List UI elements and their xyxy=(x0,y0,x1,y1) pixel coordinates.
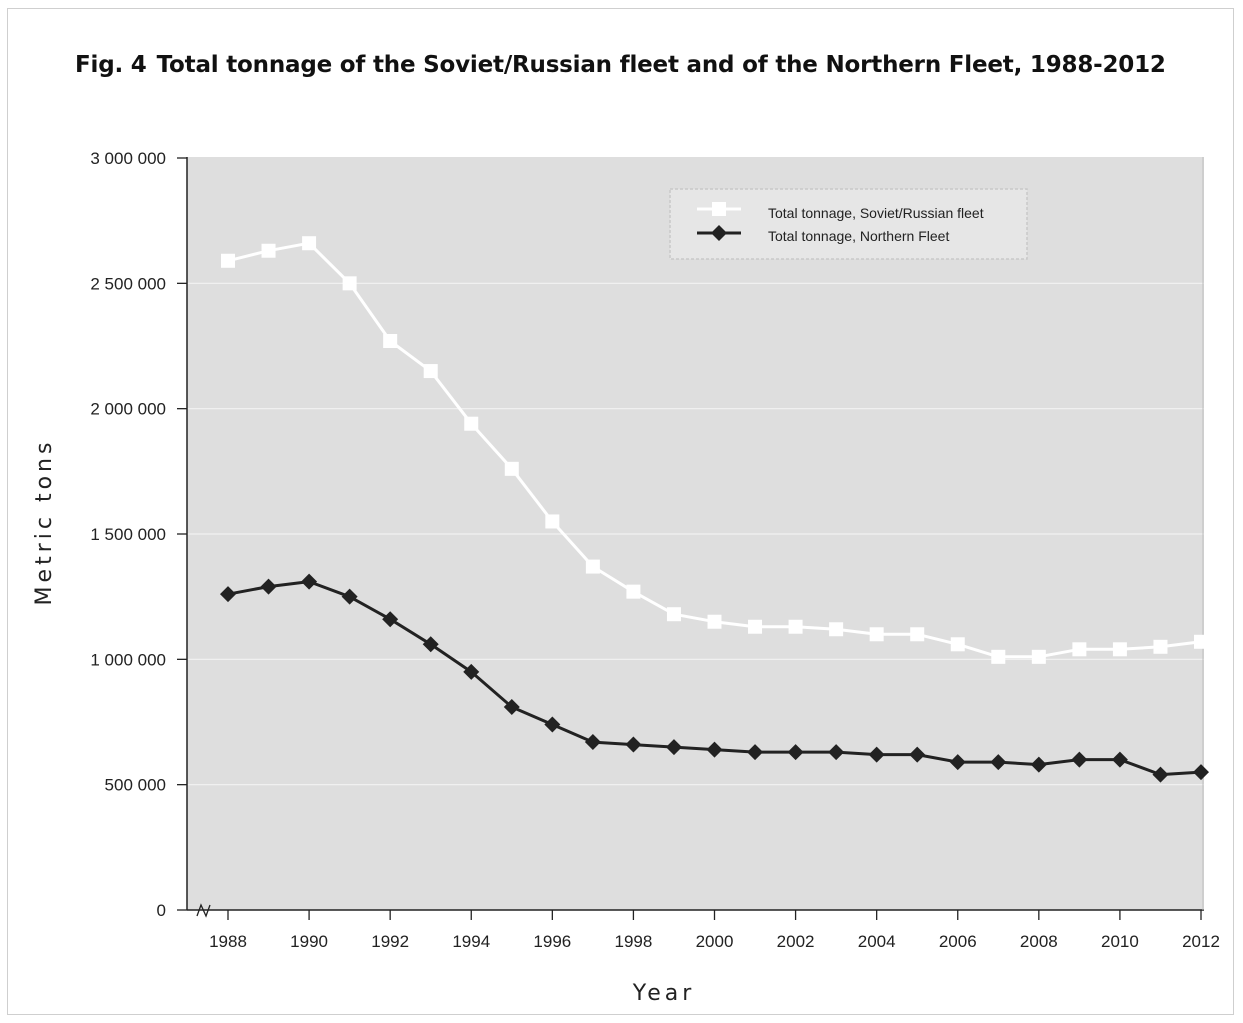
y-tick-label: 2 000 000 xyxy=(90,400,166,419)
x-tick-label: 2004 xyxy=(858,932,896,951)
northern-fleet-point xyxy=(868,746,885,763)
soviet-fleet-point xyxy=(504,461,519,476)
soviet-fleet-point xyxy=(748,619,763,634)
soviet-fleet-point xyxy=(302,236,317,251)
soviet-fleet-point xyxy=(626,584,641,599)
northern-fleet-point xyxy=(301,573,318,590)
northern-fleet-point xyxy=(1071,751,1088,768)
soviet-fleet-point xyxy=(869,627,884,642)
soviet-fleet-point xyxy=(545,514,560,529)
soviet-fleet-point xyxy=(1072,642,1087,657)
x-tick-label: 2000 xyxy=(696,932,734,951)
x-tick-label: 1990 xyxy=(290,932,328,951)
soviet-fleet-point xyxy=(221,253,235,268)
soviet-fleet-point xyxy=(910,627,925,642)
series-group xyxy=(220,236,1209,783)
northern-fleet-point xyxy=(1111,751,1128,768)
soviet-fleet-point xyxy=(1194,634,1208,649)
northern-fleet-point xyxy=(503,698,520,715)
northern-fleet-point xyxy=(382,611,399,628)
soviet-fleet-point xyxy=(383,333,398,348)
x-tick-label: 2012 xyxy=(1182,932,1220,951)
y-tick-label: 2 500 000 xyxy=(90,274,166,293)
soviet-fleet-point xyxy=(829,622,844,637)
x-tick-label: 2006 xyxy=(939,932,977,951)
northern-fleet-point xyxy=(828,744,845,761)
soviet-fleet-point xyxy=(950,637,965,652)
chart-title-text: Total tonnage of the Soviet/Russian flee… xyxy=(156,52,1166,78)
northern-fleet-point xyxy=(422,636,439,653)
northern-fleet-point xyxy=(747,744,764,761)
x-tick-label: 1994 xyxy=(452,932,490,951)
soviet-fleet-point xyxy=(585,559,600,574)
northern-fleet-point xyxy=(220,586,236,603)
legend-northern-label: Total tonnage, Northern Fleet xyxy=(768,228,949,244)
y-tick-labels: 0 500 000 1 000 000 1 500 000 2 000 000 2 500… xyxy=(90,149,166,920)
x-tick-labels: 1988 1990 1992 1994 1996 1998 2000 2002 2004 2006… xyxy=(209,932,1220,951)
northern-fleet-point xyxy=(949,754,966,771)
x-tick-label: 2002 xyxy=(777,932,815,951)
soviet-fleet-point xyxy=(991,649,1006,664)
northern-fleet-point xyxy=(787,744,804,761)
soviet-fleet-point xyxy=(788,619,803,634)
northern-fleet-point xyxy=(625,736,642,753)
northern-fleet-point xyxy=(909,746,926,763)
x-axis-label: Year xyxy=(632,981,696,1006)
northern-fleet-point xyxy=(1030,756,1047,773)
northern-fleet-point xyxy=(1193,764,1209,781)
x-tick-label: 2008 xyxy=(1020,932,1058,951)
soviet-fleet-point xyxy=(261,243,276,258)
northern-fleet-point xyxy=(341,588,358,605)
legend-soviet-label: Total tonnage, Soviet/Russian fleet xyxy=(768,205,984,221)
soviet-fleet-point xyxy=(1031,649,1046,664)
soviet-fleet-point xyxy=(342,276,357,291)
y-axis-label: Metric tons xyxy=(32,439,57,606)
soviet-fleet-point xyxy=(666,607,681,622)
legend-northern-marker xyxy=(711,225,727,241)
chart-title: Fig. 4 Total tonnage of the Soviet/Russia… xyxy=(75,52,1166,78)
northern-fleet-point xyxy=(706,741,723,758)
northern-fleet-point xyxy=(990,754,1007,771)
northern-fleet-point xyxy=(1152,766,1169,783)
y-tick-label: 0 xyxy=(157,901,166,920)
x-tick-label: 1996 xyxy=(533,932,571,951)
legend-soviet-marker xyxy=(712,202,726,216)
northern-fleet-point xyxy=(584,734,601,751)
soviet-fleet-point xyxy=(1112,642,1127,657)
x-tick-label: 2010 xyxy=(1101,932,1139,951)
y-tick-label: 3 000 000 xyxy=(90,149,166,168)
axes xyxy=(177,157,1204,920)
x-tick-label: 1988 xyxy=(209,932,247,951)
soviet-fleet-point xyxy=(423,364,438,379)
y-tick-label: 1 000 000 xyxy=(90,650,166,669)
northern-fleet-point xyxy=(260,578,277,595)
legend: Total tonnage, Soviet/Russian fleet Tota… xyxy=(669,188,1028,260)
soviet-fleet-point xyxy=(707,614,722,629)
y-tick-label: 500 000 xyxy=(105,776,166,795)
y-tick-label: 1 500 000 xyxy=(90,525,166,544)
axis-break-mark xyxy=(196,903,211,918)
northern-fleet-point xyxy=(544,716,561,733)
soviet-fleet-point xyxy=(464,416,479,431)
northern-fleet-point xyxy=(665,739,682,756)
figure-number: Fig. 4 xyxy=(75,52,147,78)
legend-box xyxy=(669,188,1028,260)
x-tick-label: 1998 xyxy=(615,932,653,951)
northern-fleet-point xyxy=(463,663,480,680)
soviet-fleet-point xyxy=(1153,639,1168,654)
x-tick-label: 1992 xyxy=(371,932,409,951)
